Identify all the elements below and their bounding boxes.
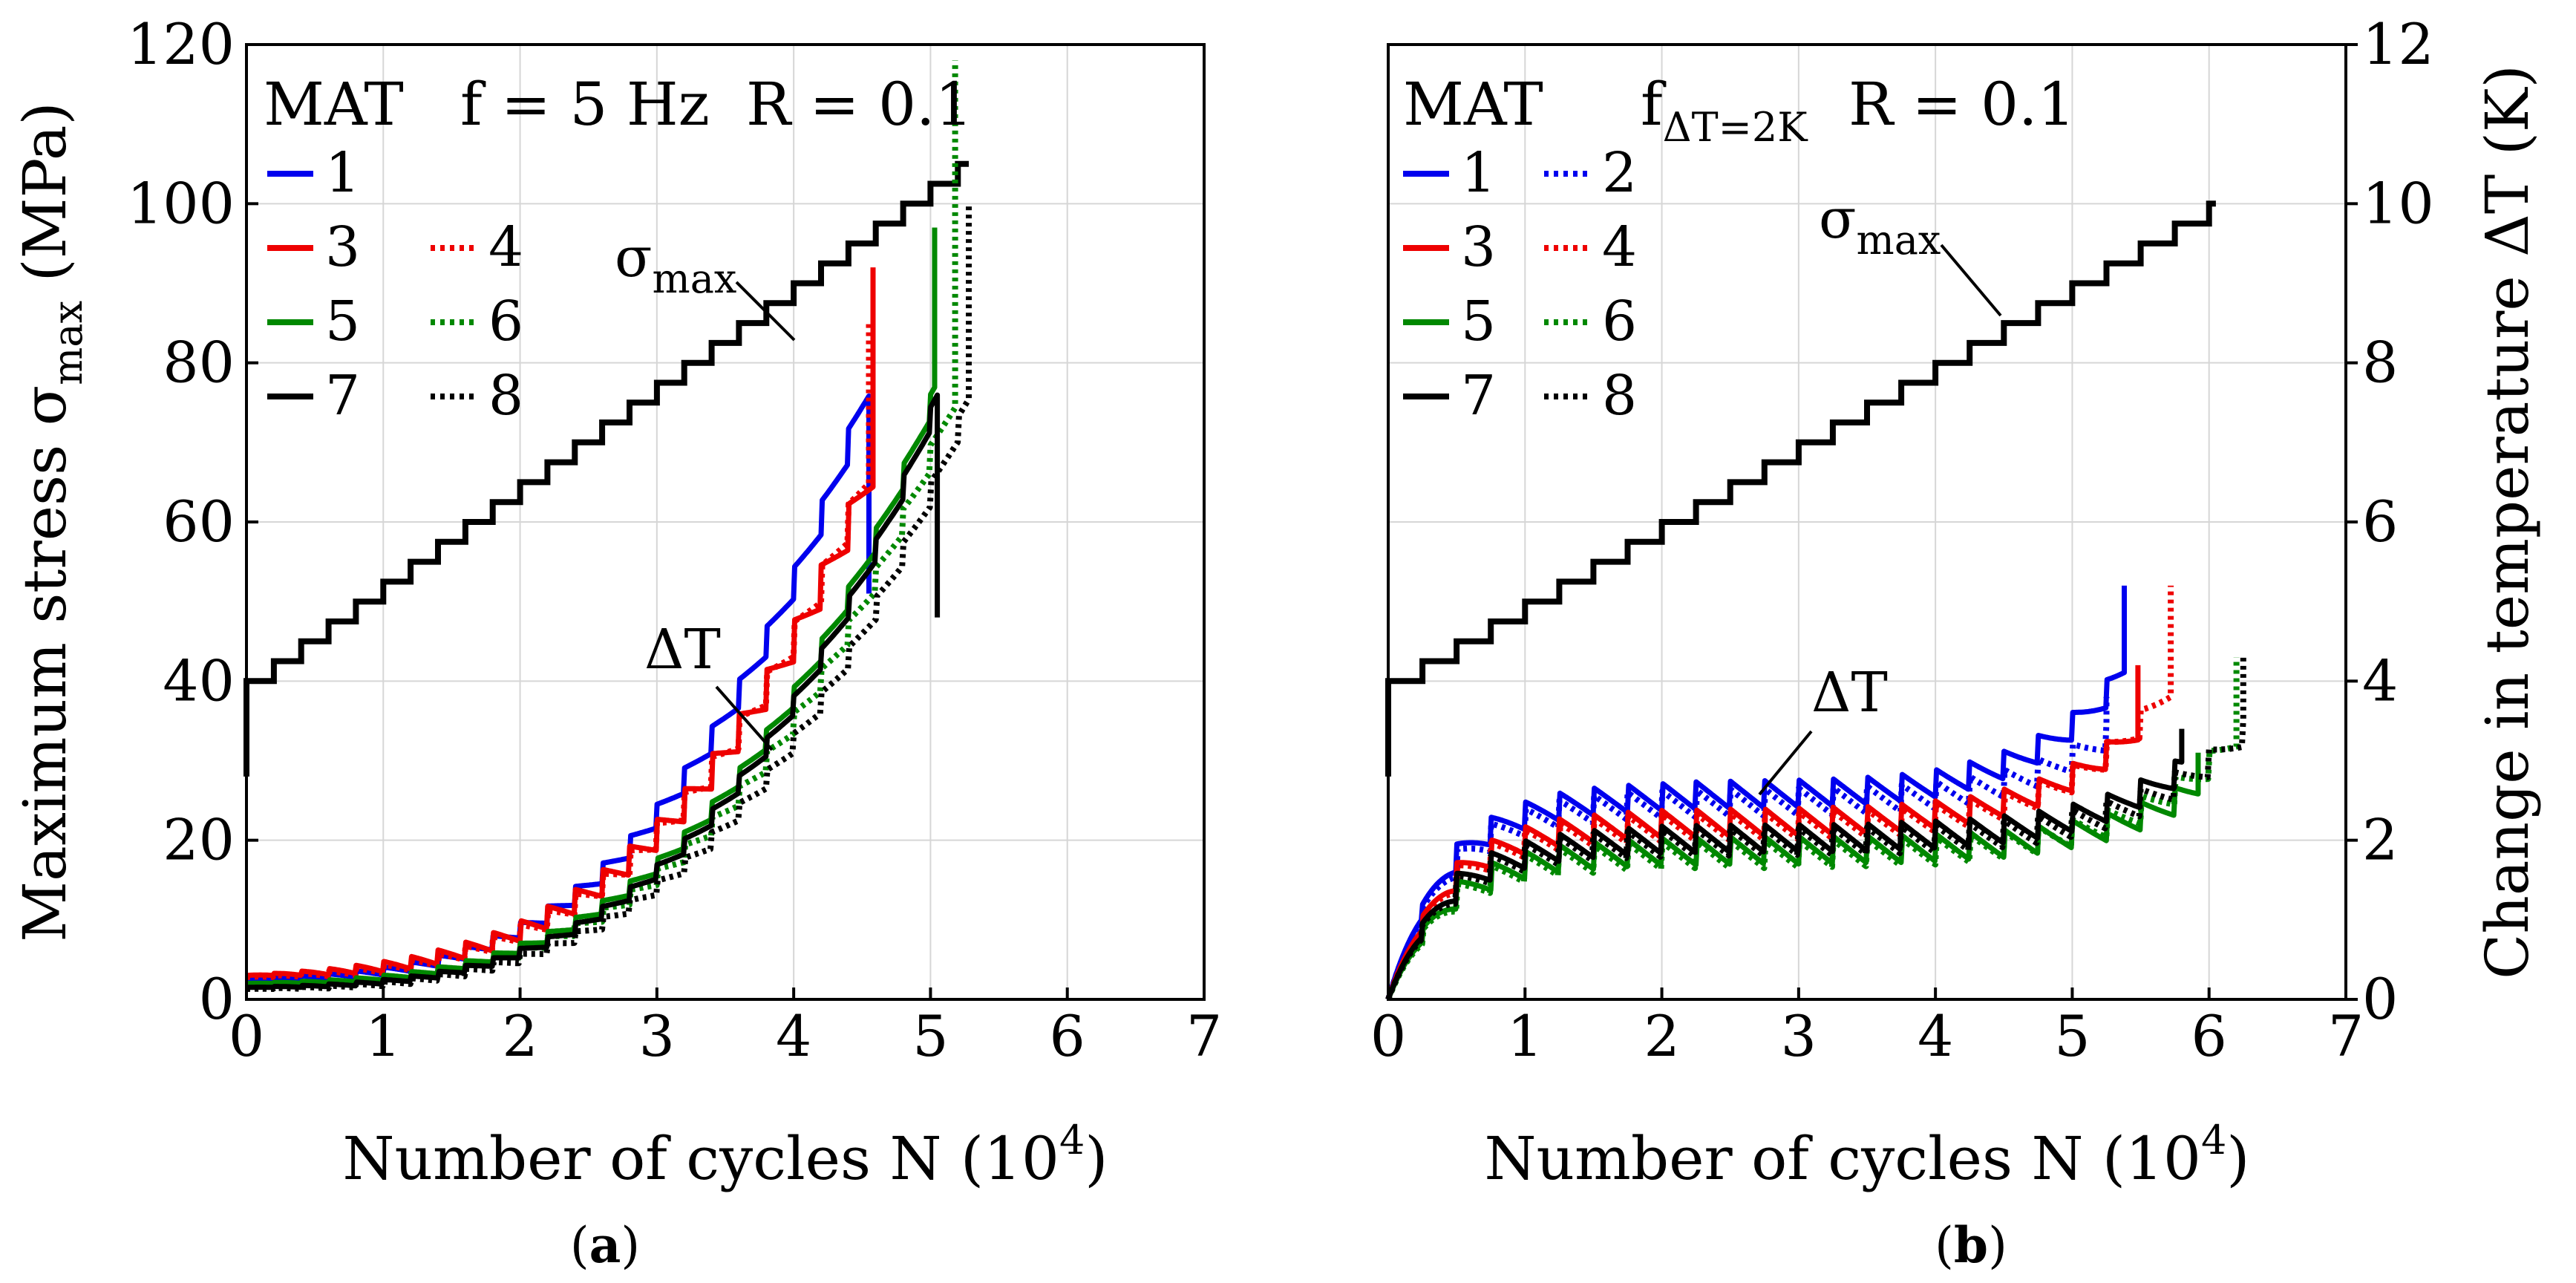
legend-frequency-b: fΔT=2K: [1641, 70, 1808, 151]
x-tick-label: 2: [1644, 1003, 1679, 1069]
sigma-max-pointer-a: [735, 281, 796, 342]
legend-title-b: MAT: [1403, 70, 1543, 139]
sigma-max-pointer-b: [1940, 244, 2002, 317]
x-tick-label: 4: [1918, 1003, 1953, 1069]
x-tick-label: 3: [639, 1003, 675, 1069]
y-tick-label: 40: [163, 647, 235, 714]
y-axis-label-b: Change in temperature ΔT (K): [2473, 65, 2542, 979]
sigma-max-annotation-a: σmax: [615, 226, 736, 302]
series-2-curve: [1385, 696, 2110, 1001]
legend-label-7: 7: [325, 364, 360, 428]
delta-t-annotation-b: ΔT: [1811, 661, 1888, 725]
y-axis-label-a: Maximum stress σmax (MPa): [10, 102, 91, 941]
x-tick-label: 7: [2328, 1003, 2364, 1069]
x-tick-label: 1: [365, 1003, 401, 1069]
series-1-curve: [245, 393, 872, 982]
y-tick-label: 8: [2362, 330, 2398, 396]
x-tick-label: 5: [912, 1003, 948, 1069]
series-1-curve: [1385, 585, 2127, 1001]
y-tick-label: 0: [2362, 966, 2398, 1032]
series-8-curve: [244, 203, 972, 993]
legend-label-5: 5: [1461, 290, 1496, 353]
legend-label-4: 4: [488, 215, 523, 279]
panel-caption-a: (a): [570, 1216, 640, 1274]
panel-a: 0 1 2 3 4 5 6 7 0 20 40 60 80 100 120 MAT f = 5 Hz R =…: [10, 11, 1222, 1274]
y-tick-label: 4: [2362, 647, 2398, 714]
x-tick-label: 2: [502, 1003, 537, 1069]
legend-label-2: 2: [1602, 141, 1637, 205]
legend-label-3: 3: [1461, 215, 1496, 279]
legend-label-6: 6: [1602, 290, 1637, 353]
y-tick-label: 100: [127, 170, 235, 236]
y-tick-label: 20: [163, 807, 235, 873]
x-axis-label-b: Number of cycles N (104): [1484, 1117, 2249, 1193]
delta-t-annotation-a: ΔT: [644, 618, 721, 682]
y-tick-label: 6: [2362, 489, 2398, 555]
y-tick-label: 0: [199, 966, 235, 1032]
x-tick-label: 1: [1507, 1003, 1543, 1069]
x-tick-label: 3: [1781, 1003, 1817, 1069]
legend-label-8: 8: [488, 364, 523, 428]
legend-label-6: 6: [488, 290, 523, 353]
x-tick-label: 6: [2191, 1003, 2227, 1069]
legend-label-5: 5: [325, 290, 360, 353]
legend-label-8: 8: [1602, 364, 1637, 428]
delta-t-pointer-a: [715, 685, 774, 751]
x-tick-label: 0: [1370, 1003, 1406, 1069]
legend-label-1: 1: [1461, 141, 1496, 205]
y-tick-label: 60: [163, 489, 235, 555]
series-4-curve: [244, 323, 872, 980]
x-tick-label: 4: [776, 1003, 811, 1069]
legend-label-7: 7: [1461, 364, 1496, 428]
x-tick-label: 7: [1186, 1003, 1222, 1069]
y-tick-label: 120: [127, 11, 235, 77]
series-4-curve: [1385, 585, 2174, 1001]
legend-label-1: 1: [325, 141, 360, 205]
sigma-max-annotation-b: σmax: [1819, 187, 1941, 264]
x-tick-label: 0: [229, 1003, 264, 1069]
series-7-curve: [1385, 728, 2185, 1001]
legend-title-a: MAT: [264, 70, 404, 139]
sigma-max-step-line: [243, 160, 969, 777]
series-6-curve: [244, 60, 958, 988]
legend-label-4: 4: [1602, 215, 1637, 279]
legend-label-3: 3: [325, 215, 360, 279]
x-tick-label: 5: [2054, 1003, 2090, 1069]
y-tick-label: 2: [2362, 807, 2398, 873]
x-tick-label: 6: [1050, 1003, 1085, 1069]
legend-ratio-b: R = 0.1: [1848, 70, 2075, 139]
series-6-curve: [1385, 657, 2240, 1001]
y-tick-label: 80: [163, 330, 235, 396]
y-tick-label: 10: [2362, 170, 2434, 236]
series-7-curve: [245, 392, 941, 990]
legend-ratio-a: R = 0.1: [746, 70, 972, 139]
sigma-max-step-line: [1385, 200, 2216, 777]
legend-frequency-a: f = 5 Hz: [460, 70, 710, 139]
y-tick-label: 12: [2362, 11, 2434, 77]
x-axis-label-a: Number of cycles N (104): [342, 1117, 1108, 1193]
panel-caption-b: (b): [1935, 1216, 2007, 1274]
series-8-curve: [1385, 657, 2246, 1001]
delta-t-pointer-b: [1758, 730, 1813, 796]
